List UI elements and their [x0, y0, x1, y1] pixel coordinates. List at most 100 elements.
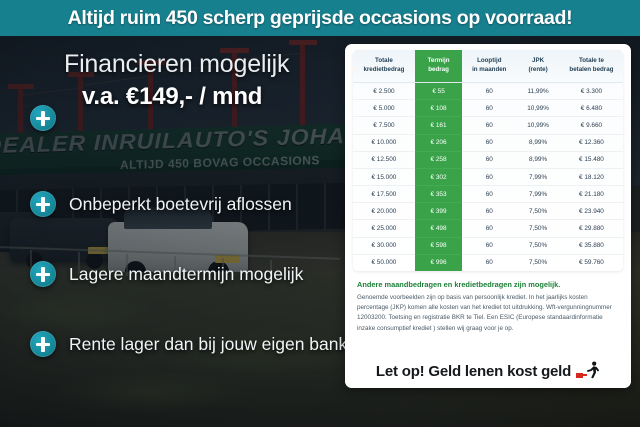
table-header-row: Totale kredietbedrag Termijn bedrag Loop…: [353, 50, 623, 83]
cell-totale-kredietbedrag: € 2.500: [353, 81, 415, 100]
table-row: € 5.000 € 108 60 10,99% € 6.480: [353, 99, 623, 117]
promo-title-line-1: Financieren mogelijk: [64, 50, 290, 78]
cell-looptijd: 60: [462, 81, 517, 100]
feature-label: Rente lager dan bij jouw eigen bank: [69, 333, 348, 354]
feature-label: Onbeperkt boetevrij aflossen: [69, 193, 292, 214]
cell-termijn-bedrag: € 206: [414, 133, 463, 152]
header-line-2: in maanden: [472, 65, 507, 73]
cell-looptijd: 60: [462, 99, 517, 117]
header-line-1: Looptijd: [477, 57, 502, 64]
cell-looptijd: 60: [462, 167, 517, 186]
credit-warning-block: Let op! Geld lenen kost geld: [345, 352, 631, 388]
plus-icon: [30, 331, 56, 357]
header-line-1: JPK: [532, 57, 545, 64]
banner-headline-text: Altijd ruim 450 scherp geprijsde occasio…: [67, 6, 573, 29]
table-row: € 7.500 € 161 60 10,99% € 9.660: [353, 116, 623, 135]
cell-totale-kredietbedrag: € 10.000: [353, 133, 415, 152]
cell-jkp: 10,99%: [516, 99, 560, 117]
cell-totale-kredietbedrag: € 7.500: [353, 116, 415, 135]
financing-table-body: € 2.500 € 55 60 11,99% € 3.300 € 5.000 € 108 60…: [353, 81, 623, 272]
cell-totale-te-betalen: € 59.760: [559, 253, 623, 272]
feature-item-lagere-maandtermijn: Lagere maandtermijn mogelijk: [30, 261, 303, 287]
cell-totale-te-betalen: € 12.360: [559, 133, 623, 152]
header-line-1: Totale te: [578, 57, 604, 64]
cell-totale-te-betalen: € 29.880: [559, 219, 623, 238]
cell-jkp: 7,99%: [516, 185, 560, 203]
cell-looptijd: 60: [462, 219, 517, 238]
cell-jkp: 8,99%: [516, 150, 560, 169]
cell-looptijd: 60: [462, 202, 517, 220]
feature-item-lagere-rente: Rente lager dan bij jouw eigen bank: [30, 331, 347, 357]
cell-termijn-bedrag: € 353: [414, 185, 463, 203]
cell-totale-te-betalen: € 21.180: [559, 185, 623, 203]
cell-totale-kredietbedrag: € 15.000: [353, 167, 415, 186]
disclaimer-block: Andere maandbedragen en kredietbedragen …: [357, 280, 619, 334]
feature-label: Lagere maandtermijn mogelijk: [69, 263, 304, 284]
cell-totale-te-betalen: € 3.300: [559, 81, 623, 100]
credit-warning-label: Let op! Geld lenen kost geld: [375, 362, 572, 380]
header-line-2: kredietbedrag: [363, 65, 405, 73]
financing-card: Totale kredietbedrag Termijn bedrag Loop…: [345, 44, 631, 388]
financing-table-wrapper: Totale kredietbedrag Termijn bedrag Loop…: [353, 50, 623, 272]
cell-totale-kredietbedrag: € 17.500: [353, 185, 415, 203]
cell-looptijd: 60: [462, 150, 517, 169]
table-row: € 12.500 € 258 60 8,99% € 15.480: [353, 150, 623, 169]
header-line-2: (rente): [528, 65, 548, 73]
plus-icon: [30, 191, 56, 217]
credit-warning-text: Let op! Geld lenen kost geld: [376, 361, 600, 380]
cell-jkp: 8,99%: [516, 133, 560, 152]
table-row: € 25.000 € 498 60 7,50% € 29.880: [353, 219, 623, 238]
header-jkp-rente: JPK (rente): [516, 50, 560, 82]
cell-jkp: 7,99%: [516, 167, 560, 186]
cell-looptijd: 60: [462, 116, 517, 135]
table-row: € 20.000 € 399 60 7,50% € 23.940: [353, 202, 623, 220]
header-totale-te-betalen: Totale te betalen bedrag: [560, 50, 623, 82]
cell-jkp: 7,50%: [516, 202, 560, 220]
header-totale-kredietbedrag: Totale kredietbedrag: [353, 50, 415, 82]
cell-totale-te-betalen: € 18.120: [559, 167, 623, 186]
cell-jkp: 7,50%: [516, 253, 560, 272]
header-line-1: Totale: [375, 57, 393, 64]
cell-termijn-bedrag: € 108: [414, 99, 463, 117]
disclaimer-body: Genoemde voorbeelden zijn op basis van p…: [357, 294, 612, 332]
warning-mark-block: [576, 372, 584, 378]
cell-totale-kredietbedrag: € 50.000: [353, 253, 415, 272]
header-line-2: bedrag: [428, 65, 449, 73]
warning-mark-bar: [581, 374, 588, 376]
cell-termijn-bedrag: € 996: [414, 253, 463, 272]
cell-totale-kredietbedrag: € 25.000: [353, 219, 415, 238]
table-row: € 15.000 € 302 60 7,99% € 18.120: [353, 167, 623, 186]
cell-jkp: 7,50%: [516, 236, 560, 255]
table-row: € 17.500 € 353 60 7,99% € 21.180: [353, 185, 623, 203]
header-line-2: betalen bedrag: [569, 65, 614, 73]
cell-totale-kredietbedrag: € 20.000: [353, 202, 415, 220]
cell-looptijd: 60: [462, 133, 517, 152]
cell-totale-kredietbedrag: € 12.500: [353, 150, 415, 169]
cell-totale-te-betalen: € 35.880: [559, 236, 623, 255]
cell-totale-te-betalen: € 23.940: [559, 202, 623, 220]
promo-title-line-2: v.a. €149,- / mnd: [82, 83, 263, 110]
table-row: € 50.000 € 996 60 7,50% € 59.760: [353, 253, 623, 272]
cell-termijn-bedrag: € 161: [414, 116, 463, 135]
promo-feature-column: Financieren mogelijk v.a. €149,- / mnd O…: [0, 36, 347, 427]
cell-termijn-bedrag: € 55: [414, 81, 463, 100]
table-row: € 10.000 € 206 60 8,99% € 12.360: [353, 133, 623, 152]
cell-totale-kredietbedrag: € 5.000: [353, 99, 415, 117]
cell-termijn-bedrag: € 498: [414, 219, 463, 238]
cell-jkp: 7,50%: [516, 219, 560, 238]
promo-title-block: Financieren mogelijk v.a. €149,- / mnd: [26, 50, 341, 111]
cell-termijn-bedrag: € 598: [414, 236, 463, 255]
cell-jkp: 11,99%: [516, 81, 560, 100]
banner-headline-bar: Altijd ruim 450 scherp geprijsde occasio…: [0, 0, 640, 36]
cell-jkp: 10,99%: [516, 116, 560, 135]
cell-totale-te-betalen: € 15.480: [559, 150, 623, 169]
header-termijn-bedrag: Termijn bedrag: [414, 50, 463, 83]
header-looptijd: Looptijd in maanden: [462, 50, 516, 82]
table-row: € 2.500 € 55 60 11,99% € 3.300: [353, 81, 623, 100]
walking-person-icon: [576, 361, 600, 379]
header-line-1: Termijn: [427, 57, 450, 64]
table-row: € 30.000 € 598 60 7,50% € 35.880: [353, 236, 623, 255]
plus-icon: [30, 261, 56, 287]
disclaimer-title: Andere maandbedragen en kredietbedragen …: [357, 280, 561, 290]
